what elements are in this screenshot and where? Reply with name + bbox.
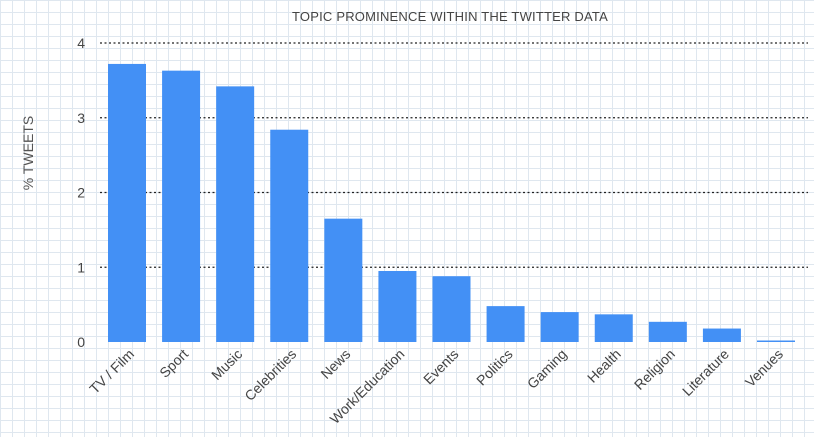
bar-literature [702, 328, 741, 342]
bar-music [216, 86, 255, 342]
x-tick-label: TV / Film [86, 346, 137, 397]
bar-work-education [378, 270, 417, 342]
x-tick-label: Celebrities [241, 346, 299, 404]
y-axis-ticks: 0 1 2 3 4 [77, 35, 85, 350]
y-axis-label: % TWEETS [20, 116, 36, 190]
bar-celebrities [270, 129, 309, 342]
bar-sport [162, 70, 201, 342]
bar-events [432, 276, 471, 342]
bar-politics [486, 306, 525, 342]
chart-title: TOPIC PROMINENCE WITHIN THE TWITTER DATA [292, 9, 608, 24]
x-tick-label: Gaming [524, 346, 570, 392]
bar-health [594, 314, 633, 342]
bar-gaming [540, 312, 579, 342]
y-tick-label: 3 [77, 110, 85, 126]
x-tick-label: Music [208, 346, 245, 383]
x-tick-label: Events [420, 346, 462, 388]
bar-tv-film [108, 63, 146, 343]
x-tick-label: Politics [473, 346, 516, 389]
x-tick-label: Sport [156, 346, 191, 381]
x-tick-label: Literature [679, 346, 732, 399]
x-tick-label: Venues [742, 346, 786, 390]
gridlines [100, 42, 808, 268]
y-tick-label: 1 [77, 259, 85, 275]
x-tick-label: Health [584, 346, 624, 386]
y-tick-label: 2 [77, 185, 85, 201]
bar-religion [648, 321, 687, 342]
bar-news [324, 218, 363, 342]
x-tick-label: News [317, 346, 353, 382]
x-tick-label: Religion [631, 346, 678, 393]
y-tick-label: 0 [77, 334, 85, 350]
bar-venues [757, 340, 795, 342]
bars [108, 63, 795, 343]
y-tick-label: 4 [77, 35, 85, 51]
